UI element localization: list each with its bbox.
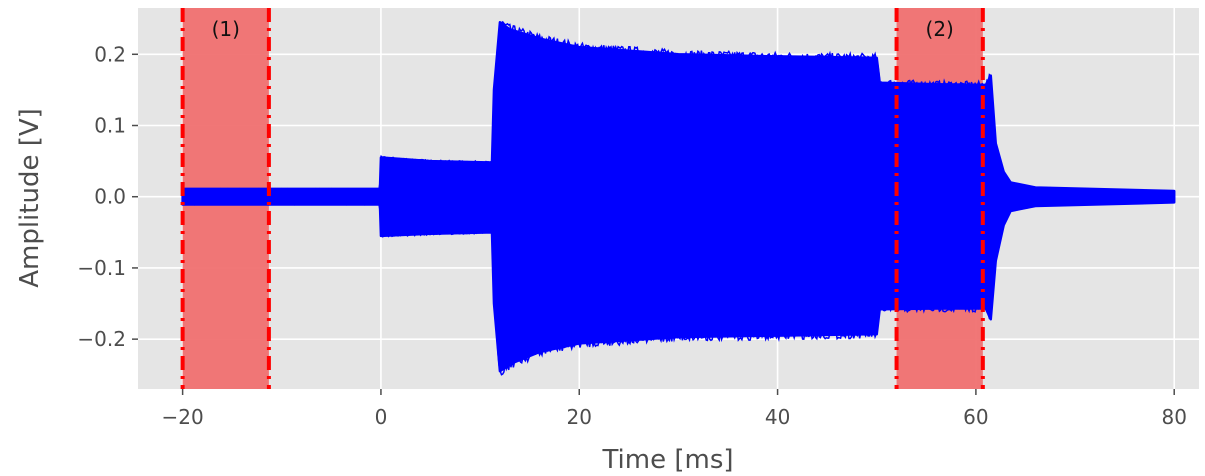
y-tick-label: 0.2: [94, 42, 126, 66]
signal-trace-upper: [182, 20, 1174, 192]
x-axis-label: Time [ms]: [601, 445, 733, 475]
region-label: (2): [926, 17, 954, 41]
region-labels: (1) (2): [212, 17, 954, 41]
y-tick-label: 0.1: [94, 114, 126, 138]
x-tick-label: 80: [1161, 405, 1186, 429]
x-tick-label: 20: [567, 405, 592, 429]
signal-trace-lower: [182, 201, 1174, 376]
y-tick-label: −0.2: [77, 327, 126, 351]
region-label: (1): [212, 17, 240, 41]
x-tick-label: 40: [765, 405, 790, 429]
y-tick-label: −0.1: [77, 256, 126, 280]
x-tick-label: −20: [162, 405, 204, 429]
y-tick-labels: −0.2 −0.1 0.0 0.1 0.2: [77, 42, 138, 351]
x-tick-label: 0: [375, 405, 388, 429]
x-tick-labels: −20 0 20 40 60 80: [162, 389, 1187, 429]
signal-series: [181, 20, 1176, 376]
region-boundaries: [180, 8, 985, 389]
y-axis-label: Amplitude [V]: [15, 108, 45, 288]
signal-envelope: [181, 20, 1176, 373]
y-tick-label: 0.0: [94, 185, 126, 209]
x-tick-label: 60: [963, 405, 988, 429]
